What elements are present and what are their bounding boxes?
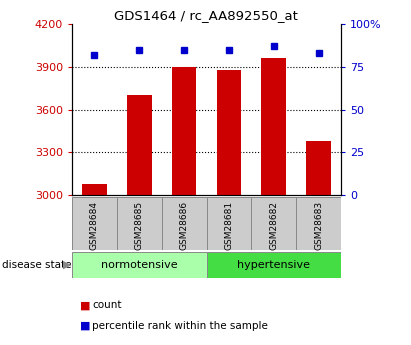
Bar [127,95,152,195]
Text: ■: ■ [80,321,91,331]
Bar [82,184,107,195]
Bar [206,252,341,278]
Text: GSM28684: GSM28684 [90,201,99,250]
Text: disease state: disease state [2,260,72,270]
Text: ■: ■ [80,300,91,310]
Text: GSM28685: GSM28685 [135,201,144,250]
Text: ▶: ▶ [63,260,71,270]
Bar [261,58,286,195]
Text: normotensive: normotensive [101,260,178,270]
Text: GSM28686: GSM28686 [180,201,189,250]
Text: hypertensive: hypertensive [237,260,310,270]
Text: GDS1464 / rc_AA892550_at: GDS1464 / rc_AA892550_at [113,9,298,22]
Text: count: count [92,300,122,310]
Bar [206,197,252,250]
Text: GSM28682: GSM28682 [269,201,278,250]
Text: GSM28681: GSM28681 [224,201,233,250]
Bar [72,197,117,250]
Bar [306,141,331,195]
Text: percentile rank within the sample: percentile rank within the sample [92,321,268,331]
Bar [296,197,341,250]
Bar [217,70,241,195]
Bar [172,67,196,195]
Bar [252,197,296,250]
Bar [72,252,206,278]
Bar [117,197,162,250]
Bar [162,197,206,250]
Text: GSM28683: GSM28683 [314,201,323,250]
